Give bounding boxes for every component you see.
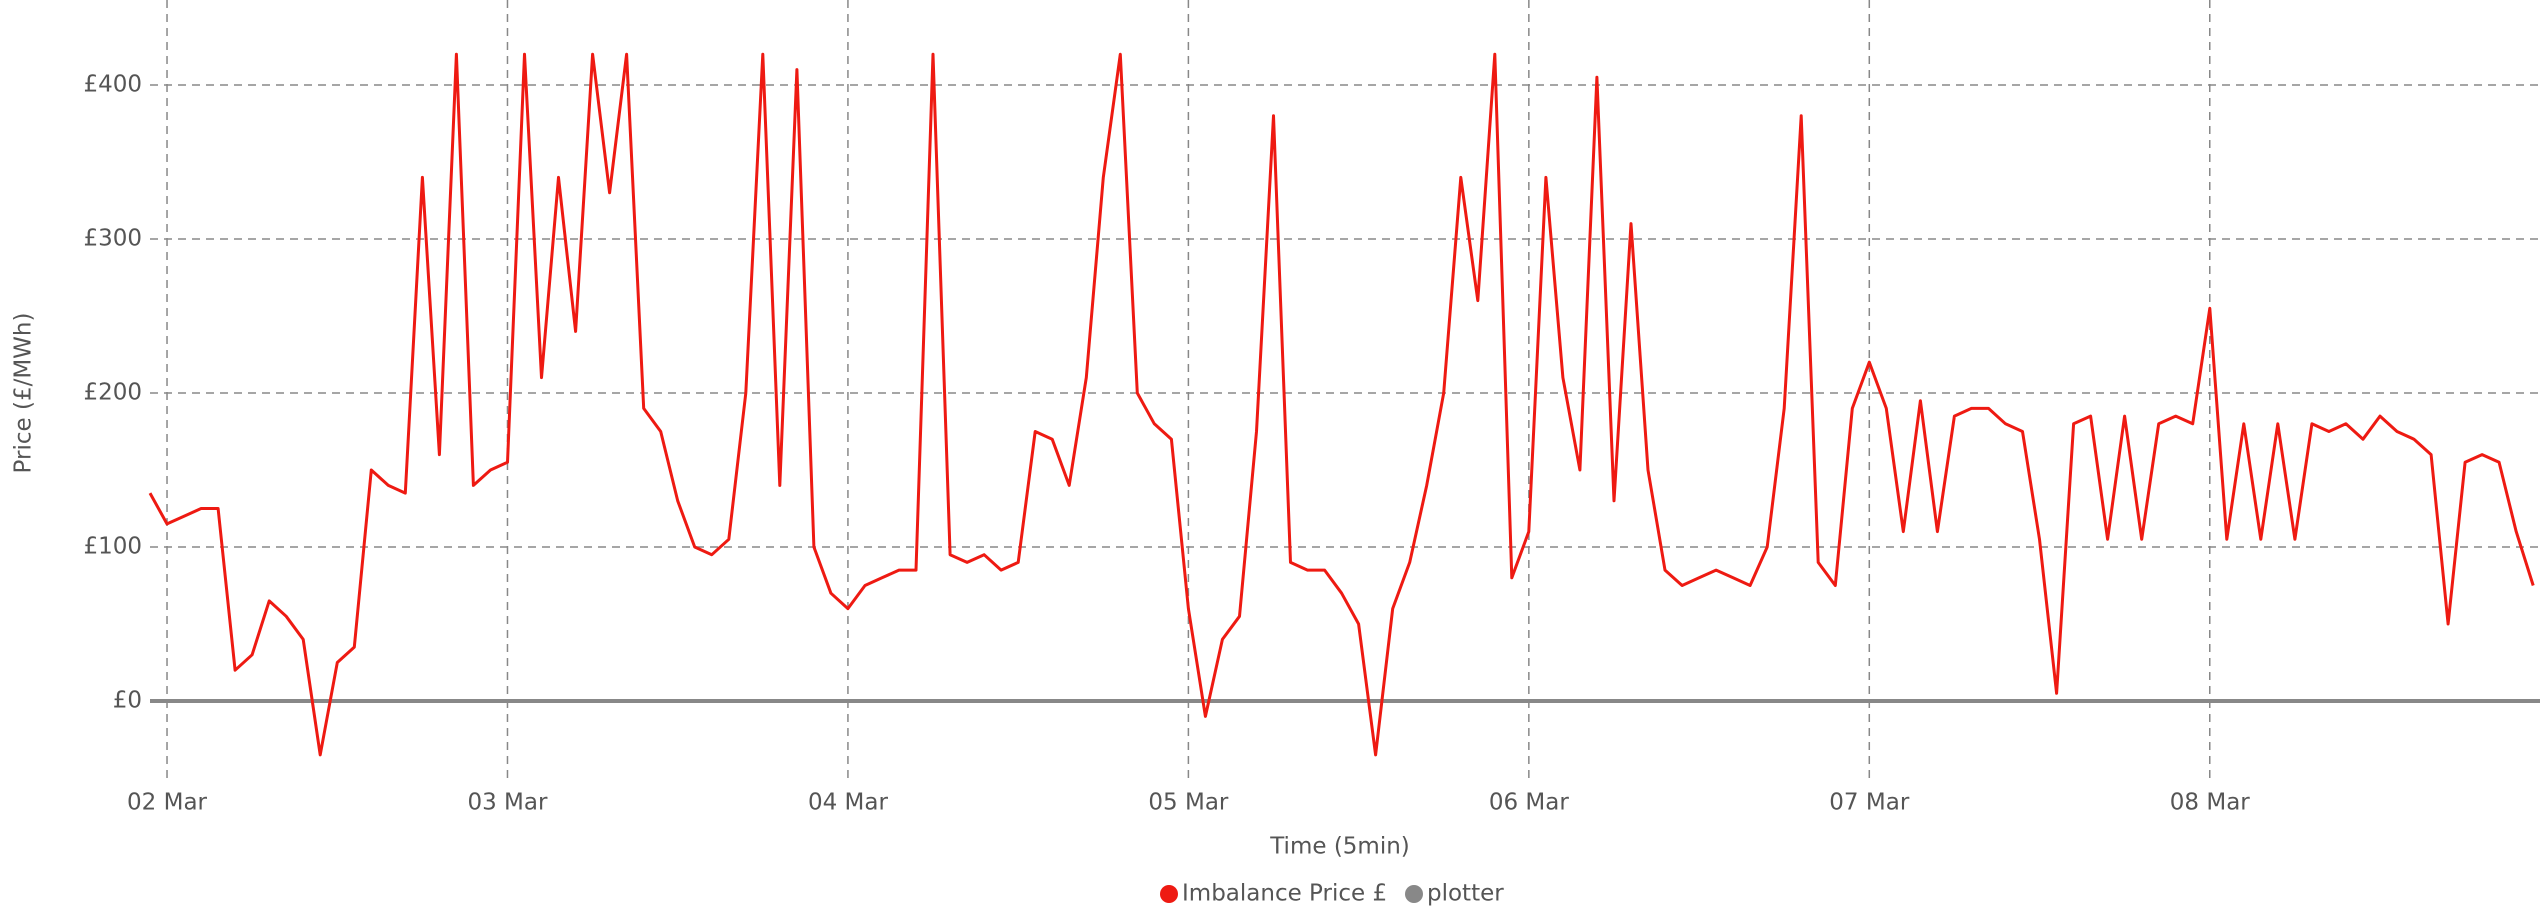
legend-marker xyxy=(1160,885,1178,903)
x-axis-label: Time (5min) xyxy=(1269,834,1410,860)
x-tick-label: 04 Mar xyxy=(808,790,889,816)
y-tick-label: £100 xyxy=(83,534,142,560)
x-tick-label: 05 Mar xyxy=(1148,790,1229,816)
x-tick-label: 08 Mar xyxy=(2170,790,2251,816)
y-tick-label: £400 xyxy=(83,72,142,98)
x-tick-label: 02 Mar xyxy=(127,790,208,816)
y-axis-label: Price (£/MWh) xyxy=(11,313,37,474)
series-line xyxy=(148,52,2535,757)
legend-marker xyxy=(1405,885,1423,903)
x-tick-label: 07 Mar xyxy=(1829,790,1910,816)
y-tick-label: £200 xyxy=(83,380,142,406)
y-tick-label: £300 xyxy=(83,226,142,252)
y-tick-label: £0 xyxy=(113,688,142,714)
x-tick-label: 03 Mar xyxy=(467,790,548,816)
legend-label: plotter xyxy=(1427,881,1504,906)
legend-label: Imbalance Price £ xyxy=(1182,881,1387,906)
x-tick-label: 06 Mar xyxy=(1489,790,1570,816)
